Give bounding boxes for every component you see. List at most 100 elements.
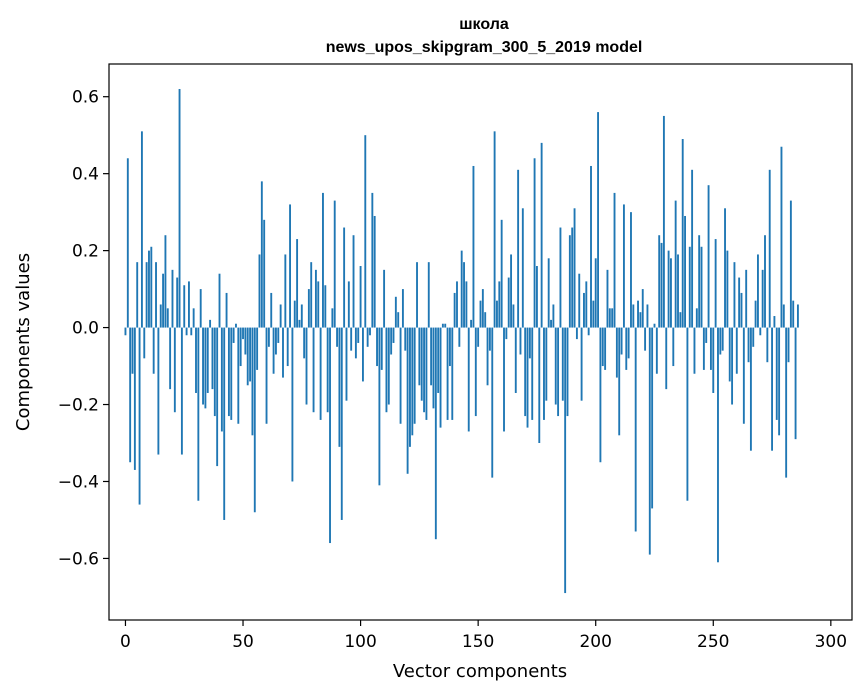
bar bbox=[230, 327, 233, 420]
bar bbox=[136, 262, 139, 328]
bar bbox=[580, 327, 583, 401]
bar bbox=[688, 246, 691, 328]
bar bbox=[456, 281, 458, 328]
bar bbox=[470, 319, 473, 328]
bar bbox=[578, 273, 581, 328]
bar bbox=[275, 327, 277, 355]
bar bbox=[684, 215, 686, 328]
bar bbox=[258, 254, 261, 328]
bar bbox=[503, 327, 505, 432]
bar bbox=[564, 327, 567, 594]
bar bbox=[298, 319, 301, 328]
bar bbox=[202, 327, 204, 405]
bar bbox=[533, 158, 536, 328]
bar bbox=[686, 327, 689, 501]
bar bbox=[310, 262, 313, 328]
bar bbox=[587, 327, 590, 336]
bar bbox=[446, 327, 449, 420]
bar bbox=[627, 327, 630, 359]
bar bbox=[279, 304, 282, 328]
bar bbox=[197, 327, 200, 501]
bar bbox=[709, 327, 712, 370]
bar bbox=[352, 235, 355, 328]
bar bbox=[749, 327, 752, 451]
bar bbox=[585, 281, 588, 328]
bar bbox=[789, 200, 792, 328]
bar bbox=[148, 250, 150, 328]
bar bbox=[630, 212, 632, 328]
bar bbox=[719, 327, 722, 355]
bar bbox=[460, 250, 463, 328]
bar bbox=[543, 327, 545, 420]
bar bbox=[140, 131, 143, 328]
bar bbox=[267, 327, 270, 347]
bar bbox=[350, 327, 353, 351]
bar bbox=[324, 285, 327, 328]
bar bbox=[606, 269, 609, 328]
bar bbox=[432, 327, 435, 409]
bar bbox=[159, 304, 162, 328]
bar bbox=[270, 292, 273, 328]
bar bbox=[691, 169, 694, 328]
bar bbox=[474, 327, 477, 417]
bar bbox=[639, 312, 642, 328]
bar bbox=[180, 327, 183, 455]
bar bbox=[253, 327, 256, 513]
bar bbox=[300, 304, 303, 328]
bar bbox=[129, 327, 132, 463]
bar bbox=[493, 131, 496, 328]
bar bbox=[557, 327, 560, 417]
bar bbox=[679, 312, 682, 328]
bar bbox=[242, 327, 244, 340]
bar bbox=[441, 323, 444, 328]
bar bbox=[411, 327, 414, 436]
bar bbox=[559, 227, 562, 328]
bar bbox=[319, 327, 322, 420]
bar bbox=[416, 262, 418, 328]
bars-group bbox=[124, 89, 799, 594]
bar bbox=[437, 327, 440, 393]
bar bbox=[796, 304, 799, 328]
bar bbox=[665, 327, 668, 390]
bar bbox=[780, 146, 783, 328]
bar bbox=[766, 327, 769, 363]
plot-frame bbox=[108, 63, 853, 621]
bar bbox=[757, 254, 759, 328]
bar bbox=[622, 204, 625, 328]
bar bbox=[465, 281, 468, 328]
bar bbox=[289, 204, 291, 328]
bar bbox=[209, 319, 212, 328]
bar bbox=[409, 327, 411, 447]
bar bbox=[145, 262, 148, 328]
bar bbox=[524, 327, 527, 417]
x-axis-label: Vector components bbox=[393, 661, 567, 682]
bar bbox=[347, 281, 350, 328]
bar bbox=[505, 327, 508, 340]
bar bbox=[364, 135, 367, 328]
bar bbox=[726, 250, 729, 328]
bar bbox=[693, 327, 696, 374]
bar bbox=[463, 262, 465, 328]
bar bbox=[724, 208, 726, 328]
bar bbox=[742, 327, 745, 424]
bar bbox=[531, 327, 534, 420]
bar bbox=[169, 327, 172, 390]
bar bbox=[173, 327, 176, 413]
bar bbox=[305, 327, 308, 405]
bar bbox=[528, 327, 531, 359]
bar bbox=[778, 327, 781, 436]
x-tick-label: 200 bbox=[579, 632, 611, 652]
bar bbox=[216, 327, 219, 467]
bar bbox=[488, 327, 491, 351]
bar bbox=[366, 327, 369, 347]
bar bbox=[698, 235, 701, 328]
bar bbox=[481, 289, 484, 328]
bar bbox=[124, 327, 127, 336]
bar bbox=[265, 327, 268, 424]
bar bbox=[575, 327, 578, 340]
bar bbox=[771, 327, 773, 451]
bar bbox=[632, 304, 635, 328]
bar bbox=[648, 327, 651, 555]
bar bbox=[359, 266, 362, 328]
